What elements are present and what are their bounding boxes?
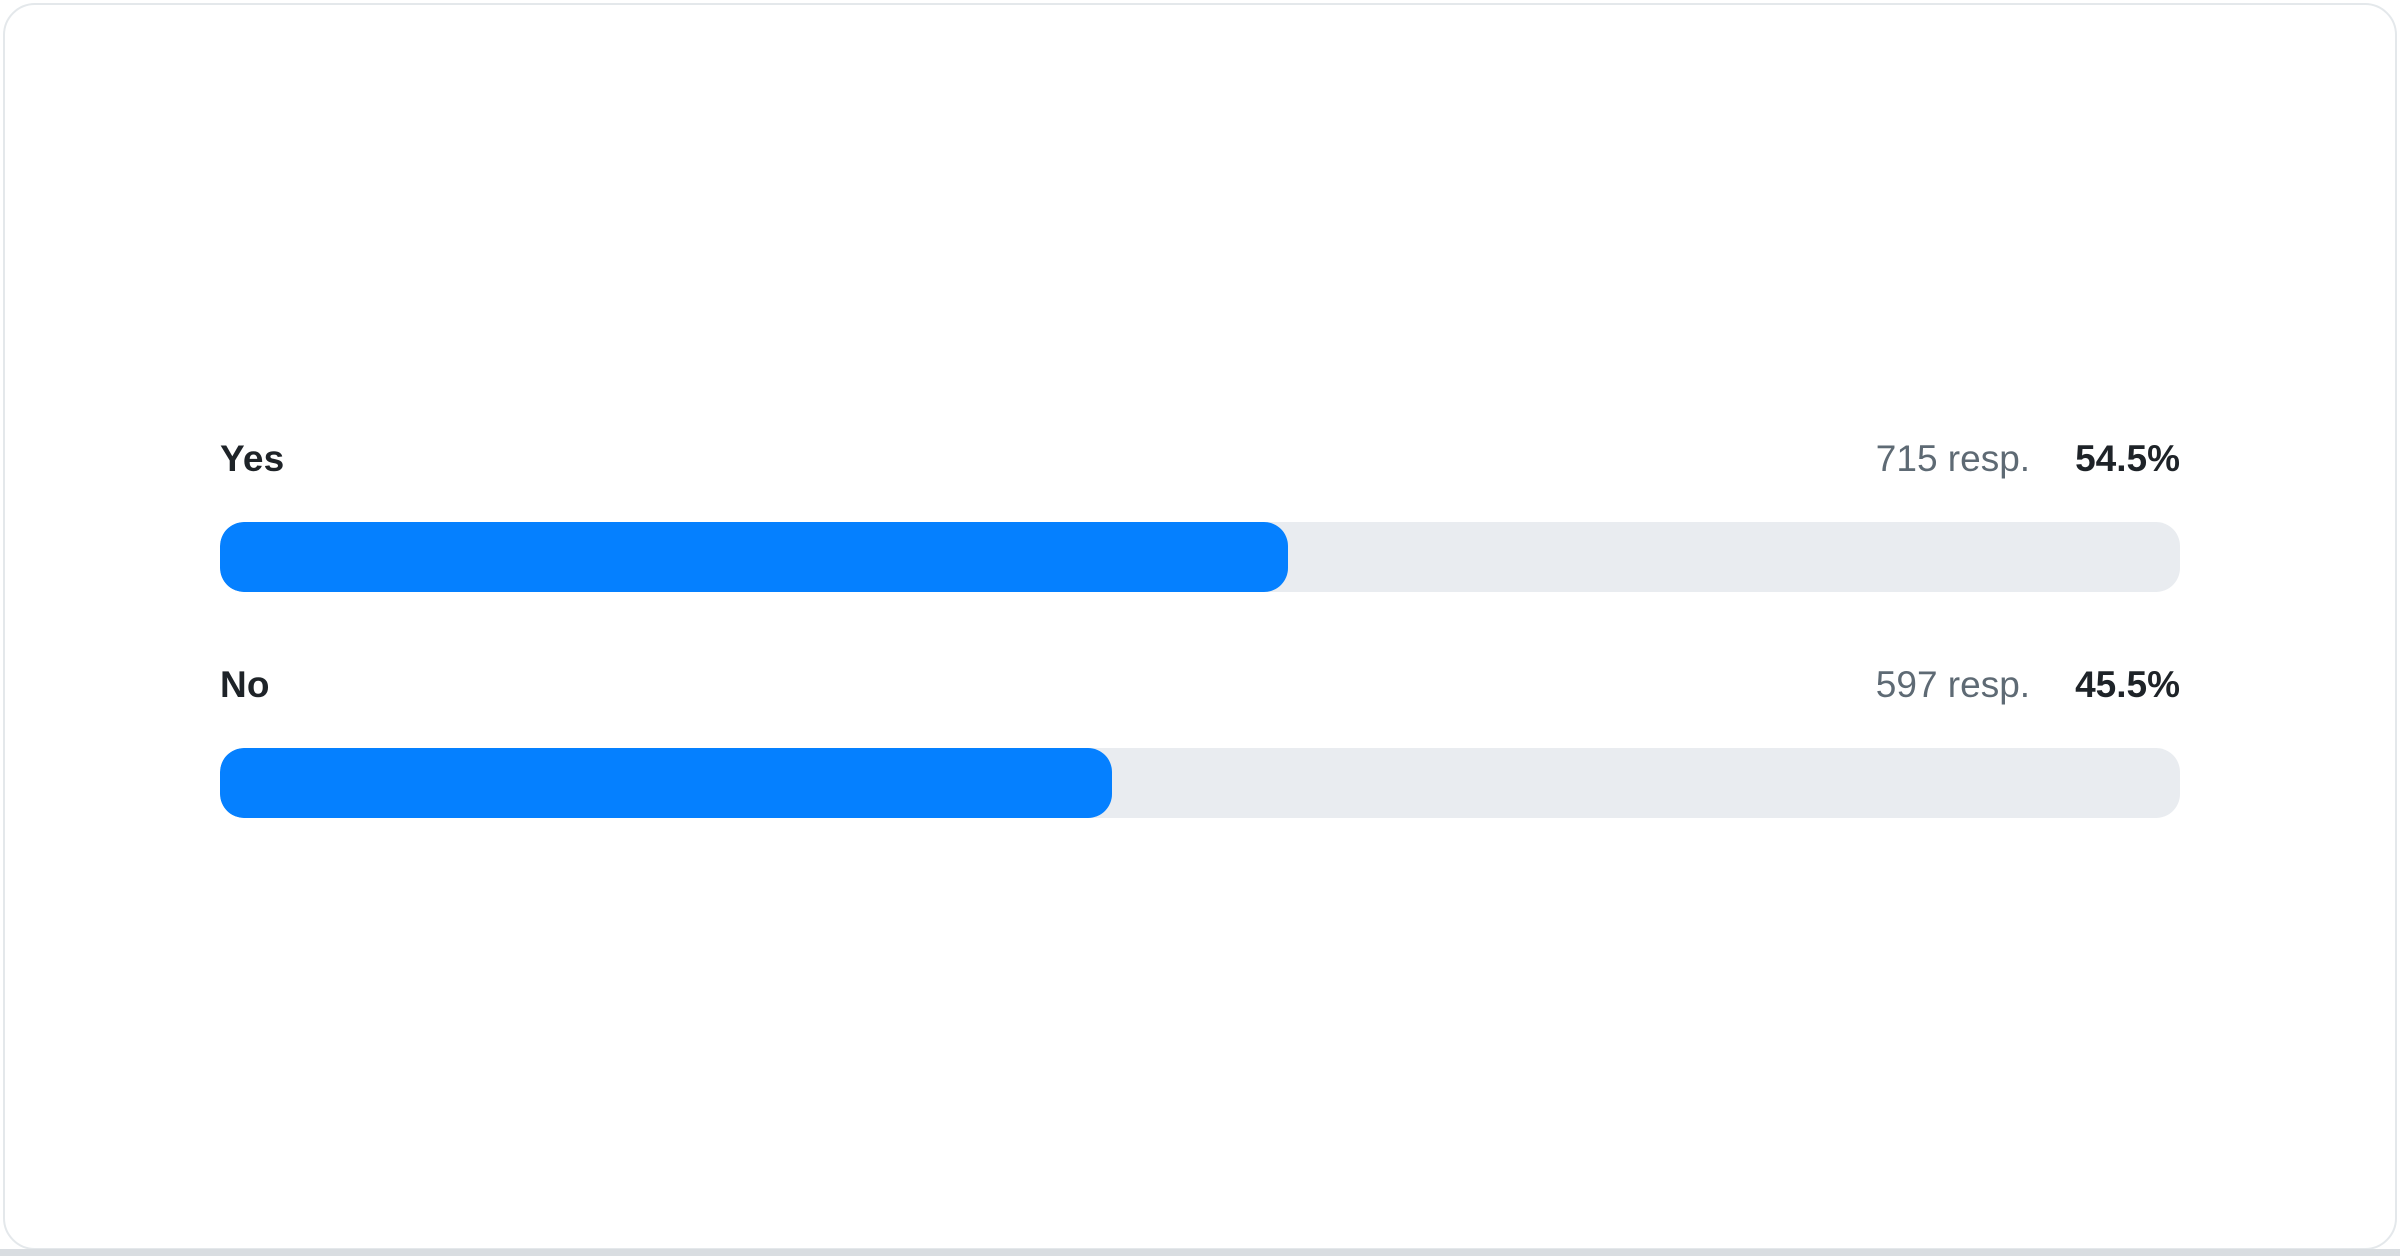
poll-option-header: No 597 resp. 45.5%: [220, 662, 2180, 708]
poll-option-row: Yes 715 resp. 54.5%: [220, 436, 2180, 592]
option-values: 597 resp. 45.5%: [1876, 662, 2180, 708]
option-label: No: [220, 663, 270, 705]
option-values: 715 resp. 54.5%: [1876, 436, 2180, 482]
poll-option-header: Yes 715 resp. 54.5%: [220, 436, 2180, 482]
responses-count: 715 resp.: [1875, 437, 2031, 479]
percent-value: 54.5%: [2075, 437, 2180, 479]
option-label: Yes: [220, 437, 285, 479]
responses-count: 597 resp.: [1875, 663, 2031, 705]
poll-results-card: Yes 715 resp. 54.5% No 597 resp. 45.5%: [3, 3, 2397, 1250]
poll-option-row: No 597 resp. 45.5%: [220, 662, 2180, 818]
bar-fill: [220, 747, 1112, 818]
page-bottom-edge: [0, 1249, 2400, 1256]
percent-value: 45.5%: [2075, 663, 2180, 705]
bar-track: [220, 521, 2180, 592]
bar-fill: [220, 521, 1289, 592]
bar-track: [220, 747, 2180, 818]
poll-results-list: Yes 715 resp. 54.5% No 597 resp. 45.5%: [220, 436, 2180, 818]
